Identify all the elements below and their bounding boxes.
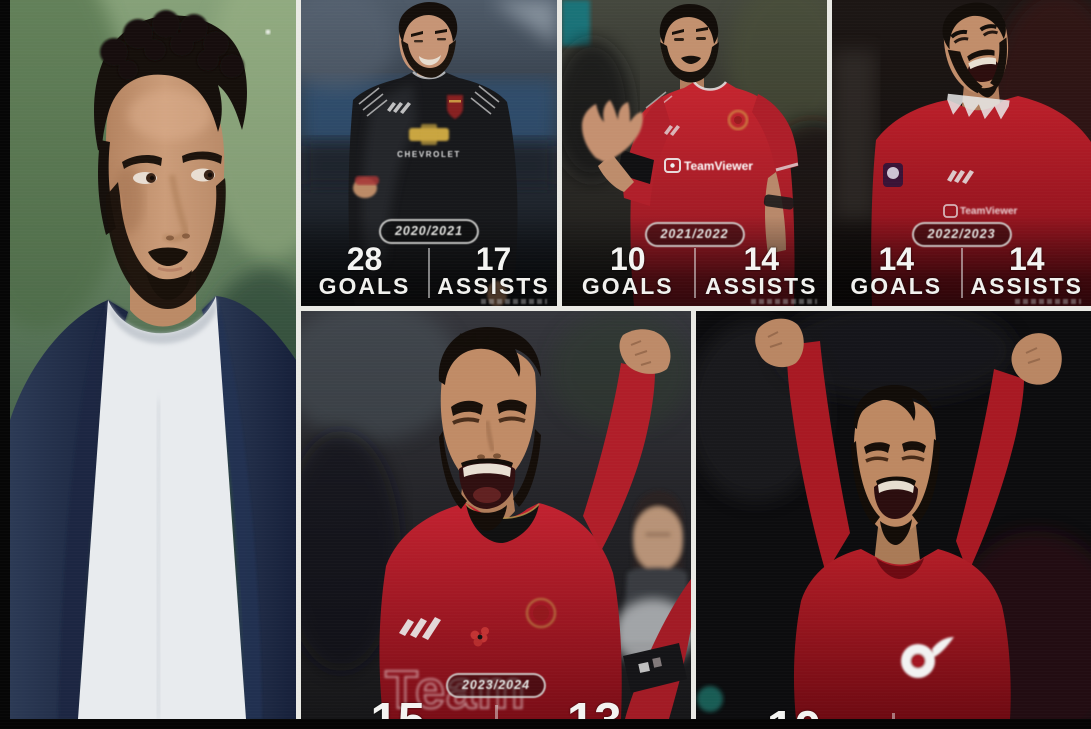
player-photo [696, 311, 1091, 719]
club-crest [447, 95, 463, 119]
assists-label: ASSISTS [437, 273, 550, 300]
season-panel-2021-2022: TeamViewer 2021/2022 10 GOALS 14 ASSISTS [562, 0, 827, 306]
assists-value: 14 [743, 241, 780, 277]
goals-stat: 28 GOALS [301, 241, 428, 306]
goals-value: 10 [609, 241, 646, 277]
season-panel-2023-2024: Team 2023/2024 15 13 [301, 311, 691, 719]
season-panel-latest: 10 [696, 311, 1091, 719]
stats-divider [693, 248, 696, 298]
watermark [481, 299, 547, 304]
adidas-logo [947, 170, 974, 184]
club-crest [728, 110, 748, 130]
goals-stat: 14 GOALS [832, 241, 961, 306]
adidas-shoulder-stripes [358, 85, 500, 117]
left-frame-strip [0, 0, 10, 729]
shirt-sponsor-text: TeamViewer [960, 206, 1018, 217]
shirt-sponsor-text: CHEVROLET [397, 150, 461, 159]
club-crest [526, 598, 556, 628]
season-badge: 2022/2023 [911, 222, 1012, 247]
goals-stat: 15 [301, 697, 495, 720]
snapdragon-logo [901, 637, 954, 678]
season-badge: 2023/2024 [445, 673, 547, 698]
panel-divider [827, 0, 832, 306]
assists-stat: 17 ASSISTS [430, 241, 557, 306]
goals-value: 10 [696, 705, 892, 720]
season-panel-2020-2021: CHEVROLET 2020/2021 28 GOALS 17 ASSISTS [301, 0, 557, 306]
captain-armband [623, 643, 687, 693]
photo-panel-divider [296, 0, 301, 719]
bottom-frame-strip [0, 719, 1091, 729]
teamviewer-logo [664, 158, 681, 173]
season-badge: 2020/2021 [378, 219, 480, 244]
stats-divider [494, 705, 498, 719]
manager-portrait-illustration [10, 0, 296, 719]
player-photo [301, 311, 691, 719]
assists-stat: 14 ASSISTS [696, 241, 828, 306]
assists-label: ASSISTS [705, 273, 818, 300]
assists-stat: 13 [498, 697, 692, 720]
goals-value: 14 [878, 241, 915, 277]
stats-bar-cutoff: 15 13 [301, 697, 691, 719]
adidas-logo [664, 125, 680, 136]
shirt-sponsor-text: TeamViewer [684, 159, 753, 173]
stats-divider [428, 248, 430, 298]
goals-label: GOALS [581, 273, 674, 300]
adidas-logo [387, 102, 411, 114]
panel-divider [691, 311, 696, 719]
manager-portrait-photo [10, 0, 296, 719]
premier-league-badge [883, 163, 903, 187]
stats-bar: 28 GOALS 17 ASSISTS [301, 241, 557, 306]
chevrolet-logo [409, 124, 449, 145]
adidas-logo [399, 617, 441, 640]
stats-bar-cutoff: 10 [696, 705, 1091, 719]
goals-stat: 10 [696, 705, 892, 720]
zigzag-collar [947, 93, 1010, 120]
goals-label: GOALS [850, 273, 943, 300]
goals-label: GOALS [318, 273, 411, 300]
assists-value: 14 [1008, 241, 1045, 277]
season-panel-2022-2023: TeamViewer 2022/2023 14 GOALS 14 ASSISTS [832, 0, 1091, 306]
assists-value: 13 [498, 697, 692, 720]
stats-bar: 10 GOALS 14 ASSISTS [562, 241, 828, 306]
row-divider [296, 306, 1091, 311]
goals-stat: 10 GOALS [562, 241, 694, 306]
assists-stat [895, 705, 1091, 719]
assists-value: 17 [475, 241, 512, 277]
assists-stat: 14 ASSISTS [963, 241, 1091, 306]
watermark [1015, 299, 1081, 304]
panel-divider [557, 0, 562, 306]
goals-value: 28 [346, 241, 383, 277]
season-badge: 2021/2022 [644, 222, 745, 247]
watermark [751, 299, 817, 304]
poppy-badge [470, 627, 489, 647]
stats-divider [892, 713, 895, 719]
stats-divider [960, 248, 963, 298]
stats-bar: 14 GOALS 14 ASSISTS [832, 241, 1091, 306]
assists-label: ASSISTS [970, 273, 1083, 300]
goals-value: 15 [301, 697, 495, 720]
